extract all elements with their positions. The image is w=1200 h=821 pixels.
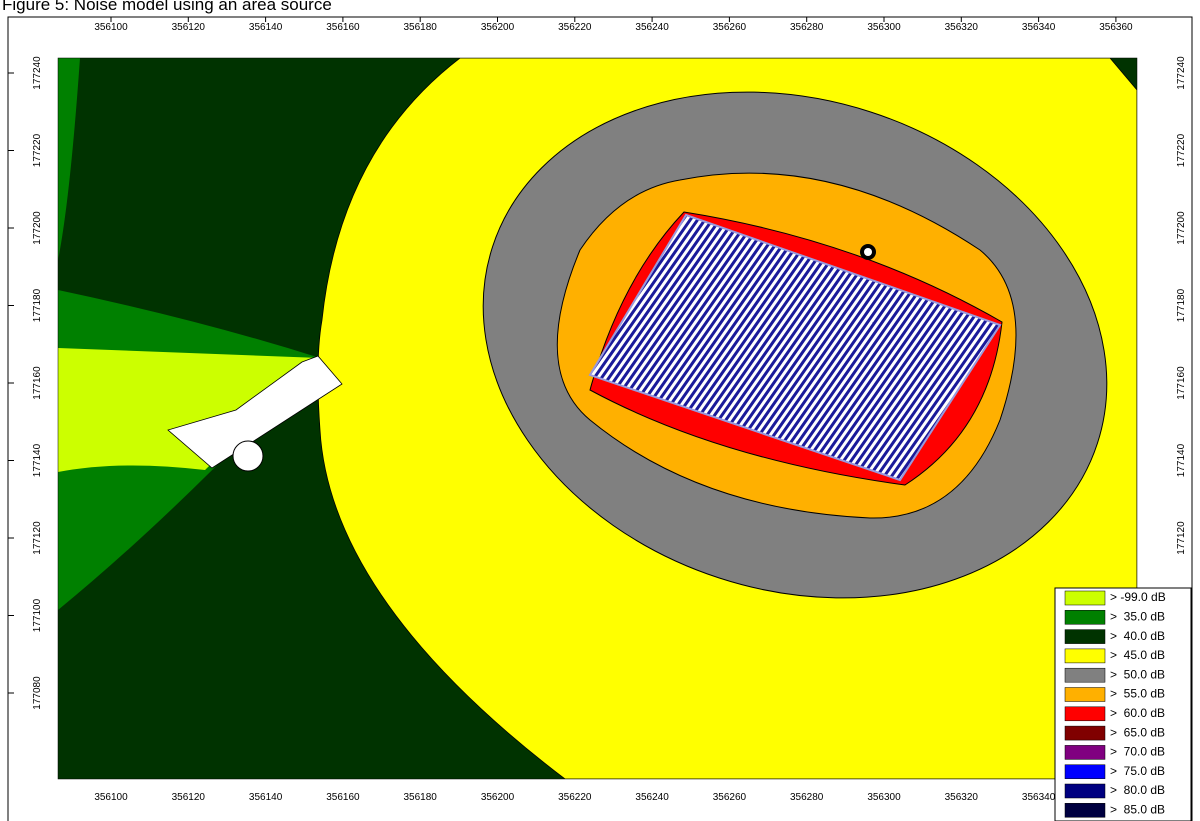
contour-map	[58, 58, 1137, 779]
axes: 356100 356100 356120 356120 356140 356140 3561…	[8, 17, 1187, 803]
x-tick-label: 356300	[867, 22, 901, 33]
figure-title: Figure 5: Noise model using an area sour…	[2, 0, 332, 14]
legend-label: > 75.0 dB	[1110, 764, 1165, 778]
x-tick-label: 356160	[326, 792, 360, 803]
frame	[7, 16, 1193, 821]
x-tick-label: 356100	[94, 22, 128, 33]
legend-swatch	[1064, 610, 1106, 625]
x-tick-label: 356220	[558, 22, 592, 33]
x-tick-label: 356140	[249, 792, 283, 803]
legend-swatch	[1064, 629, 1106, 644]
legend-swatch	[1064, 745, 1106, 760]
y-tick-label: 177220	[1176, 133, 1187, 167]
x-tick-label: 356260	[713, 792, 747, 803]
y-tick-label: 177140	[1176, 443, 1187, 477]
legend-rows: > -99.0 dB > 35.0 dB > 40.0 dB > 45.0 dB > 5…	[1064, 590, 1166, 818]
x-tick-label: 356300	[867, 792, 901, 803]
legend-label: > 35.0 dB	[1110, 609, 1165, 623]
x-tick-label: 356140	[249, 22, 283, 33]
legend-label: > 85.0 dB	[1110, 802, 1165, 816]
x-tick-label: 356320	[945, 22, 979, 33]
legend-label: > 60.0 dB	[1110, 706, 1165, 720]
y-tick-label: 177240	[1176, 56, 1187, 90]
x-tick-label: 356200	[481, 792, 515, 803]
y-tick-label: 177100	[32, 598, 43, 632]
legend-label: > -99.0 dB	[1110, 590, 1166, 604]
building-marker	[232, 440, 264, 472]
legend-swatch	[1064, 648, 1106, 664]
legend-swatch	[1064, 590, 1106, 606]
plot-border	[57, 57, 1138, 780]
legend-label: > 70.0 dB	[1110, 745, 1165, 759]
legend-label: > 40.0 dB	[1110, 629, 1165, 643]
x-tick-label: 356100	[94, 792, 128, 803]
y-tick-label: 177120	[32, 521, 43, 555]
y-tick-label: 177080	[32, 676, 43, 710]
x-tick-label: 356240	[635, 792, 669, 803]
y-tick-label: 177220	[32, 133, 43, 167]
x-tick-label: 356220	[558, 792, 592, 803]
legend-swatch	[1064, 667, 1106, 683]
y-tick-label: 177200	[32, 211, 43, 245]
legend-swatch	[1064, 783, 1106, 799]
building	[167, 355, 343, 469]
receptor	[864, 248, 872, 256]
legend-swatch	[1064, 764, 1106, 779]
x-tick-label: 356180	[404, 792, 438, 803]
y-tick-label: 177160	[32, 366, 43, 400]
y-tick-label: 177240	[32, 56, 43, 90]
y-tick-label: 177120	[1176, 521, 1187, 555]
x-tick-label: 356180	[404, 22, 438, 33]
legend-label: > 45.0 dB	[1110, 648, 1165, 662]
legend-label: > 50.0 dB	[1110, 667, 1165, 681]
x-tick-label: 356280	[790, 22, 824, 33]
legend-swatch	[1064, 725, 1106, 741]
y-tick-label: 177180	[1176, 288, 1187, 322]
legend-label: > 65.0 dB	[1110, 725, 1165, 739]
legend-label: > 80.0 dB	[1110, 783, 1165, 797]
y-tick-label: 177200	[1176, 211, 1187, 245]
legend: > -99.0 dB > 35.0 dB > 40.0 dB > 45.0 dB > 5…	[1054, 587, 1192, 821]
x-tick-label: 356160	[326, 22, 360, 33]
legend-swatch	[1064, 803, 1106, 818]
x-tick-label: 356200	[481, 22, 515, 33]
x-tick-label: 356340	[1022, 792, 1056, 803]
x-tick-label: 356120	[172, 792, 206, 803]
legend-swatch	[1064, 706, 1106, 722]
zone-99	[58, 348, 320, 472]
x-tick-label: 356280	[790, 792, 824, 803]
y-tick-label: 177140	[32, 443, 43, 477]
y-tick-label: 177180	[32, 288, 43, 322]
zone-35	[58, 58, 80, 260]
x-tick-label: 356240	[635, 22, 669, 33]
x-tick-label: 356360	[1099, 22, 1133, 33]
y-tick-label: 177160	[1176, 366, 1187, 400]
x-tick-label: 356260	[713, 22, 747, 33]
area-source	[588, 213, 1002, 482]
legend-label: > 55.0 dB	[1110, 687, 1165, 701]
x-tick-label: 356340	[1022, 22, 1056, 33]
x-tick-label: 356120	[172, 22, 206, 33]
x-tick-label: 356320	[945, 792, 979, 803]
legend-box	[1054, 587, 1192, 821]
legend-swatch	[1064, 687, 1106, 702]
